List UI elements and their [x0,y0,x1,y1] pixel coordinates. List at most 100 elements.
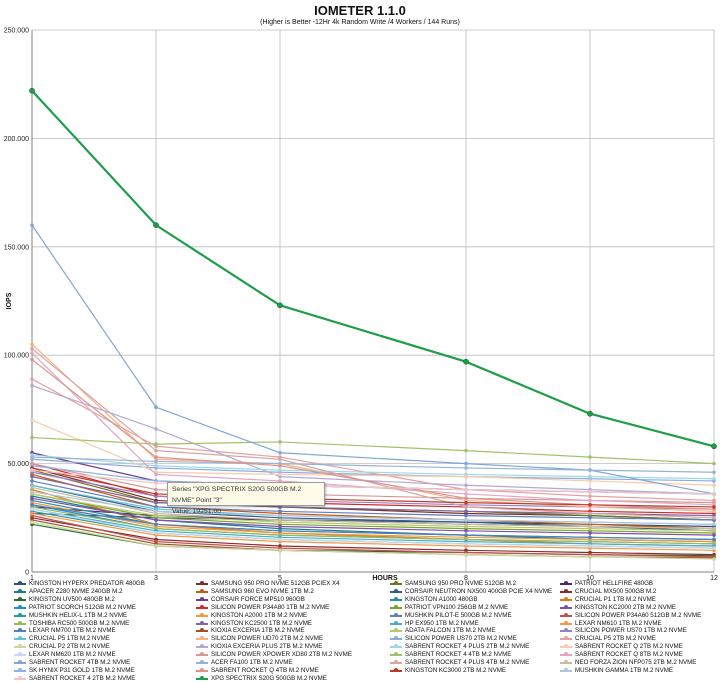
series-line [31,493,715,532]
data-point [278,529,282,533]
legend-label: KIOXIA EXCERIA 1TB M.2 NVME [211,627,305,635]
series-line [31,473,715,530]
legend-swatch [196,604,208,609]
legend-item: SILICON POWER P34A80 1TB M.2 NVME [196,604,329,612]
data-point [712,533,716,537]
data-point [464,483,468,488]
data-point [464,533,468,537]
legend-label: MUSHKIN GAMMA 1TB M.2 NVME [575,666,673,674]
legend-swatch [390,581,402,585]
data-point [588,516,592,520]
legend-item: PATRIOT HELLFIRE 480GB [560,580,653,588]
data-point [712,546,716,550]
legend-item: SABRENT ROCKET 4 4TB M.2 NVME [390,651,511,659]
data-point [30,346,34,351]
data-point [588,489,592,494]
data-point [278,468,282,472]
legend-label: SABRENT ROCKET Q 2TB M.2 NVME [575,643,683,651]
data-point [712,461,716,466]
legend-item: SILICON POWER UD70 2TB M.2 NVME [196,635,323,643]
legend-item: SK HYNIX P31 GOLD 1TB M.2 NVME [14,667,135,675]
series-line [31,512,715,551]
tooltip-series-line: Series "XPG SPECTRIX S20G 500GB M.2 NVME… [172,486,302,504]
y-tick-label: 100.000 [4,353,29,360]
data-point [464,448,468,453]
data-point [588,531,592,535]
data-point [30,502,34,507]
data-point [464,487,468,492]
legend-item: MUSHKIN HELIX-L 1TB M.2 NVME [14,612,127,620]
legend-item: HP EX950 1TB M.2 NVME [390,620,478,628]
legend-label: CRUCIAL P1 1TB M.2 NVME [575,595,656,603]
data-point [712,505,716,509]
data-point [464,500,468,505]
data-point [30,474,34,479]
legend-swatch [390,596,402,601]
data-point [712,492,716,496]
data-point [277,302,283,309]
legend-label: APACER Z280 NVME 240GB M.2 [29,587,123,595]
legend-swatch [196,596,208,601]
data-point [588,511,592,516]
legend-swatch [196,667,208,672]
legend-label: LEXAR NM620 1TB M.2 NVME [29,651,116,659]
data-point [154,518,158,522]
data-point [712,470,716,475]
legend-item: SABRENT ROCKET 4TB M.2 NVME [14,659,130,667]
legend-swatch [14,604,26,609]
series-line [31,343,715,512]
legend-item: CRUCIAL P1 1TB M.2 NVME [560,596,656,604]
legend-swatch [14,581,26,585]
legend-label: SILICON POWER P34A80 1TB M.2 NVME [211,603,330,611]
series-line [31,508,715,547]
legend-item: KIOXIA EXCERIA 1TB M.2 NVME [196,627,305,635]
legend-label: CRUCIAL MX500 500GB M.2 [575,587,657,595]
legend-label: SABRENT ROCKET 4 PLUS 4TB M.2 NVME [405,659,530,666]
data-point [712,516,716,520]
data-point [154,463,158,468]
x-tick-label: 1 [30,575,34,580]
series-line [31,493,715,534]
legend-item: CORSAIR NEUTRON NX500 400GB PCIE X4 NVME [390,588,552,596]
data-point [278,509,282,514]
legend-swatch [14,628,26,633]
data-point [278,479,282,483]
data-point [464,522,468,527]
legend-swatch [560,620,572,625]
legend-item: LEXAR NM700 1TB M.2 NVME [14,627,116,635]
series-line [31,506,715,545]
legend-label: NEO FORZA ZION NFP075 2TB M.2 NVME [575,659,697,666]
data-point [464,552,468,557]
legend-label: PATRIOT VPN100 256GB M.2 NVME [405,603,509,611]
legend-swatch [560,604,572,609]
legend-swatch [560,636,572,641]
data-point [588,555,592,559]
series-line [31,469,715,495]
y-tick-label: 0 [25,570,29,577]
series-line [31,521,715,560]
data-point [30,507,34,511]
data-point [588,474,592,479]
series-line [31,502,715,543]
legend-label: SILICON POWER P34A60 512GB M.2 NVME [575,611,702,619]
y-tick-label: 150.000 [4,244,29,251]
data-point [30,223,34,227]
data-point [463,358,469,365]
data-point [587,410,593,417]
legend-swatch [390,652,402,657]
chart-subtitle: (Higher is Better -12Hr 4k Random Write … [260,19,460,26]
data-point [154,442,158,446]
legend-swatch [196,588,208,593]
legend-swatch [390,620,402,625]
legend-item: KIOXIA EXCERIA PLUS 2TB M.2 NVME [196,643,322,651]
data-point [464,529,468,533]
legend-swatch [196,628,208,633]
data-point [588,455,592,459]
data-point [464,518,468,522]
data-point [154,455,158,459]
data-point [30,435,34,440]
data-point [464,466,468,470]
legend-label: KINGSTON KC2000 2TB M.2 NVME [575,603,676,611]
legend-swatch [560,581,572,585]
legend-swatch [14,667,26,672]
